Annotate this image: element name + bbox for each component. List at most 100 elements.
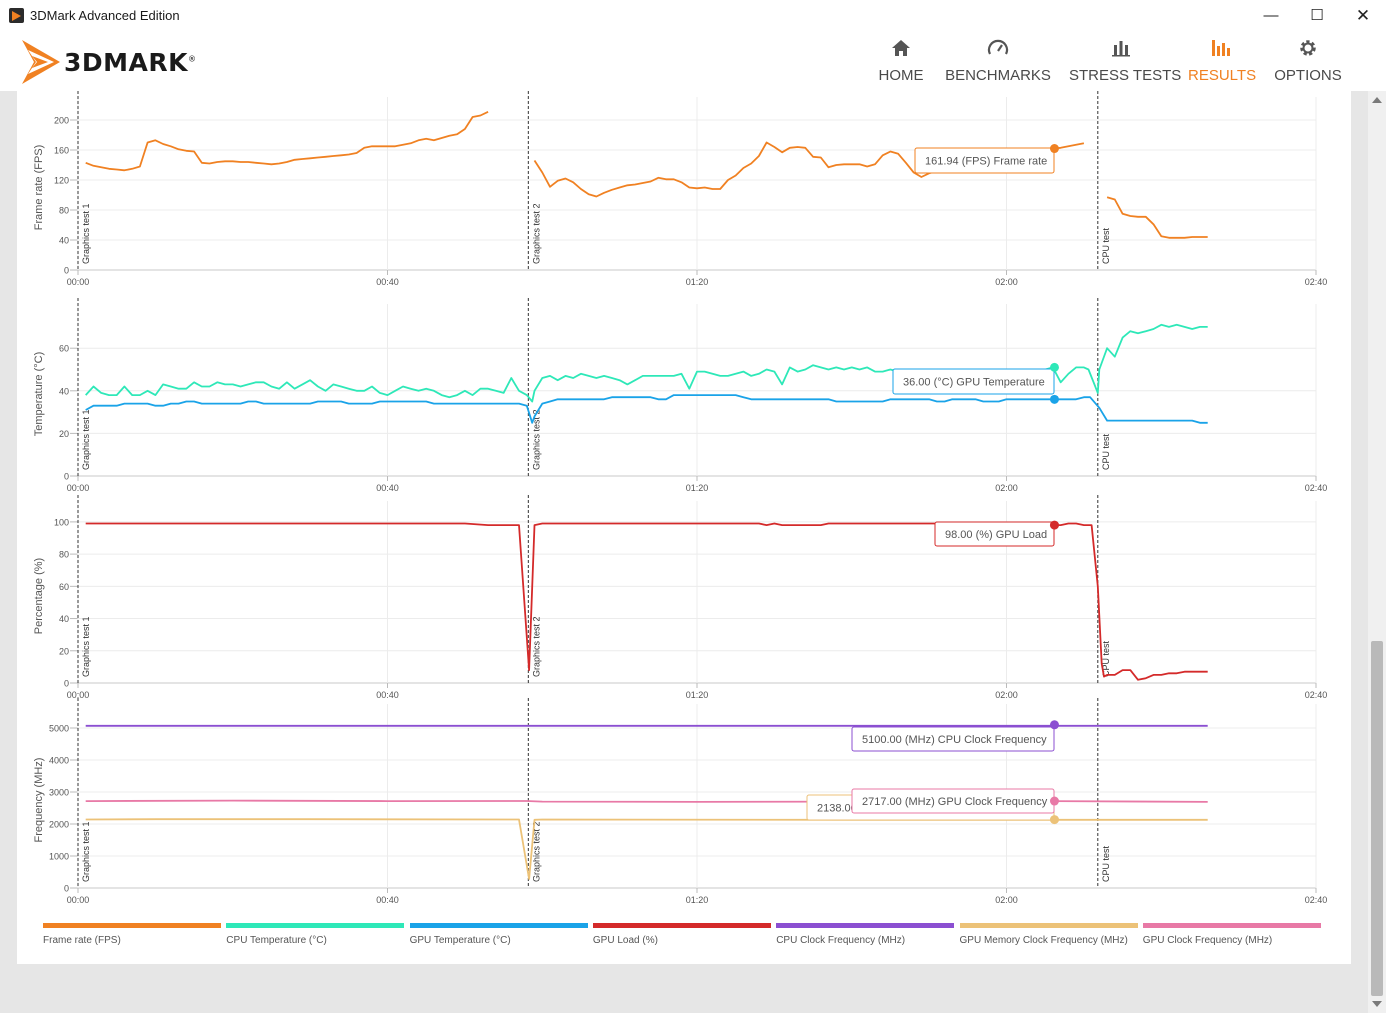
y-tick-label: 60 bbox=[59, 344, 69, 354]
x-tick-label: 00:40 bbox=[376, 895, 399, 905]
legend-item[interactable]: GPU Clock Frequency (MHz) bbox=[1142, 923, 1321, 946]
legend-label: GPU Load (%) bbox=[592, 935, 658, 946]
x-tick-label: 02:40 bbox=[1305, 895, 1328, 905]
y-tick-label: 160 bbox=[54, 146, 69, 156]
legend-item[interactable]: GPU Load (%) bbox=[592, 923, 771, 946]
test-marker-label: CPU test bbox=[1101, 433, 1111, 470]
home-icon bbox=[892, 40, 910, 56]
legend-swatch bbox=[43, 923, 221, 928]
legend-item[interactable]: CPU Temperature (°C) bbox=[226, 923, 405, 946]
scroll-up-arrow-icon[interactable] bbox=[1372, 97, 1382, 103]
maximize-button[interactable]: ☐ bbox=[1310, 7, 1324, 24]
tooltip-label: 36.00 (°C) GPU Temperature bbox=[903, 377, 1045, 389]
legend-item[interactable]: CPU Clock Frequency (MHz) bbox=[776, 923, 955, 946]
y-tick-label: 200 bbox=[54, 116, 69, 126]
legend-swatch bbox=[226, 923, 405, 928]
y-tick-label: 0 bbox=[64, 679, 69, 689]
legend-label: CPU Temperature (°C) bbox=[226, 935, 327, 946]
test-marker-label: Graphics test 1 bbox=[81, 409, 91, 470]
nav-options-label: OPTIONS bbox=[1274, 67, 1342, 84]
legend-item[interactable]: GPU Temperature (°C) bbox=[409, 923, 588, 946]
y-tick-label: 40 bbox=[59, 386, 69, 396]
tooltip-label: 98.00 (%) GPU Load bbox=[945, 529, 1047, 541]
y-tick-label: 4000 bbox=[49, 756, 69, 766]
y-tick-label: 120 bbox=[54, 176, 69, 186]
tooltip-label: 161.94 (FPS) Frame rate bbox=[925, 156, 1047, 168]
y-tick-label: 40 bbox=[59, 236, 69, 246]
hover-dot bbox=[1049, 394, 1059, 404]
y-tick-label: 2000 bbox=[49, 820, 69, 830]
test-marker-label: CPU test bbox=[1101, 640, 1111, 677]
series-line bbox=[85, 818, 1208, 880]
tooltip-box bbox=[914, 147, 1055, 174]
hover-dot bbox=[1049, 796, 1059, 806]
test-marker-label: Graphics test 1 bbox=[81, 616, 91, 677]
nav-benchmarks[interactable]: BENCHMARKS bbox=[945, 37, 1051, 87]
scroll-down-arrow-icon[interactable] bbox=[1372, 1001, 1382, 1007]
nav-options[interactable]: OPTIONS bbox=[1272, 37, 1344, 87]
tooltip-label: 2717.00 (MHz) GPU Clock Frequency bbox=[862, 796, 1048, 808]
x-tick-label: 00:40 bbox=[376, 277, 399, 287]
test-marker-label: Graphics test 1 bbox=[81, 821, 91, 882]
legend-swatch bbox=[776, 923, 955, 928]
window-title: 3DMark Advanced Edition bbox=[30, 8, 180, 23]
scrollbar-thumb[interactable] bbox=[1371, 641, 1383, 996]
x-tick-label: 01:20 bbox=[686, 895, 709, 905]
test-marker-label: Graphics test 2 bbox=[531, 203, 541, 264]
x-tick-label: 01:20 bbox=[686, 483, 709, 493]
results-icon bbox=[1212, 40, 1230, 56]
tooltip-label: 5100.00 (MHz) CPU Clock Frequency bbox=[862, 734, 1047, 746]
test-marker-label: Graphics test 2 bbox=[531, 821, 541, 882]
nav-benchmarks-label: BENCHMARKS bbox=[945, 67, 1051, 84]
y-tick-label: 80 bbox=[59, 206, 69, 216]
hover-dot bbox=[1049, 815, 1059, 825]
x-tick-label: 00:00 bbox=[67, 895, 90, 905]
nav-home[interactable]: HOME bbox=[872, 37, 930, 87]
y-axis-label: Frequency (MHz) bbox=[33, 758, 45, 843]
y-tick-label: 5000 bbox=[49, 724, 69, 734]
legend-item[interactable]: GPU Memory Clock Frequency (MHz) bbox=[959, 923, 1138, 946]
minimize-button[interactable]: — bbox=[1263, 7, 1279, 24]
legend-swatch bbox=[592, 923, 771, 928]
tooltip-box bbox=[851, 726, 1055, 752]
bars-icon bbox=[1111, 41, 1130, 57]
nav-results[interactable]: RESULTS bbox=[1188, 37, 1256, 87]
gear-icon bbox=[1300, 40, 1316, 56]
logo-arrow-icon bbox=[22, 40, 60, 84]
x-tick-label: 02:00 bbox=[995, 895, 1018, 905]
window-titlebar: 3DMark Advanced Edition — ☐ ✕ bbox=[0, 0, 1386, 31]
tooltip-box bbox=[934, 521, 1055, 547]
brand-name-text: 3DMARK bbox=[64, 48, 188, 77]
x-tick-label: 02:00 bbox=[995, 277, 1018, 287]
hover-dot bbox=[1049, 520, 1059, 530]
legend-label: GPU Clock Frequency (MHz) bbox=[1142, 935, 1273, 946]
tooltip-box bbox=[892, 368, 1055, 395]
3dmark-logo[interactable]: 3DMARK® bbox=[20, 38, 220, 84]
test-marker-label: Graphics test 2 bbox=[531, 409, 541, 470]
close-button[interactable]: ✕ bbox=[1355, 6, 1371, 25]
series-line bbox=[85, 522, 1208, 681]
x-tick-label: 02:40 bbox=[1305, 483, 1328, 493]
x-tick-label: 00:00 bbox=[67, 690, 90, 700]
test-marker-label: Graphics test 1 bbox=[81, 203, 91, 264]
x-tick-label: 02:00 bbox=[995, 483, 1018, 493]
legend-swatch bbox=[1142, 923, 1321, 928]
vertical-scrollbar[interactable] bbox=[1368, 91, 1386, 1013]
legend-label: GPU Memory Clock Frequency (MHz) bbox=[959, 935, 1128, 946]
x-tick-label: 02:40 bbox=[1305, 690, 1328, 700]
legend-item[interactable]: Frame rate (FPS) bbox=[43, 923, 221, 946]
y-tick-label: 20 bbox=[59, 646, 69, 656]
y-tick-label: 0 bbox=[64, 884, 69, 894]
brand-name: 3DMARK® bbox=[64, 48, 197, 77]
registered-mark: ® bbox=[188, 54, 197, 64]
nav-stress-tests[interactable]: STRESS TESTS bbox=[1069, 37, 1182, 87]
test-marker-label: CPU test bbox=[1101, 227, 1111, 264]
tooltip-label: 2138.00 (MHz) GPU Memory Clock Frequency bbox=[817, 803, 1046, 815]
legend-label: GPU Temperature (°C) bbox=[409, 935, 511, 946]
nav-stress-tests-label: STRESS TESTS bbox=[1069, 67, 1182, 84]
app-header: 3DMARK® HOME BENCHMARKS STRESS TESTS RES… bbox=[0, 31, 1386, 91]
hover-dot bbox=[1049, 144, 1059, 154]
y-axis-label: Frame rate (FPS) bbox=[33, 145, 45, 231]
y-tick-label: 80 bbox=[59, 550, 69, 560]
